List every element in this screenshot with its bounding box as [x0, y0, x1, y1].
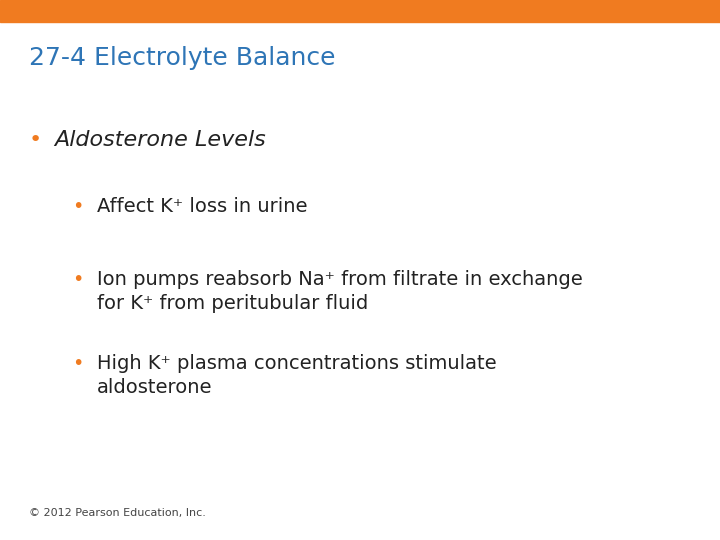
Text: •: • [72, 354, 84, 373]
Text: Affect K⁺ loss in urine: Affect K⁺ loss in urine [97, 197, 307, 216]
Text: © 2012 Pearson Education, Inc.: © 2012 Pearson Education, Inc. [29, 508, 206, 518]
Text: 27-4 Electrolyte Balance: 27-4 Electrolyte Balance [29, 46, 336, 70]
Text: Ion pumps reabsorb Na⁺ from filtrate in exchange
for K⁺ from peritubular fluid: Ion pumps reabsorb Na⁺ from filtrate in … [97, 270, 583, 313]
Bar [0, 0, 720, 22]
Text: •: • [72, 197, 84, 216]
Text: •: • [29, 130, 42, 150]
Text: Aldosterone Levels: Aldosterone Levels [54, 130, 266, 150]
Text: •: • [72, 270, 84, 289]
Text: High K⁺ plasma concentrations stimulate
aldosterone: High K⁺ plasma concentrations stimulate … [97, 354, 497, 397]
